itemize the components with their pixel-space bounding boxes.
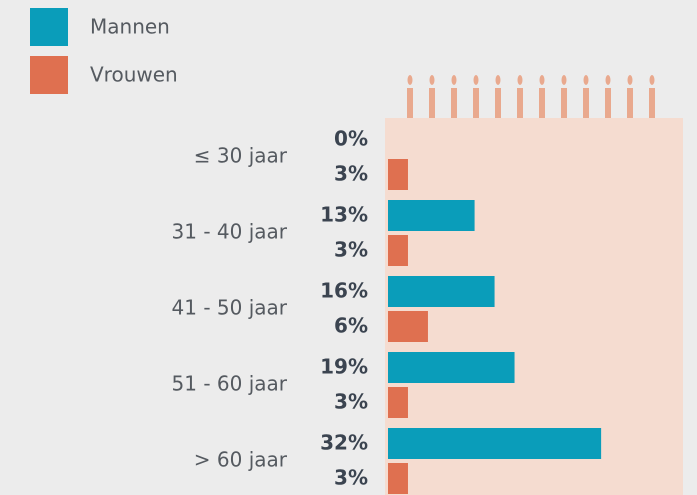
flame — [606, 75, 611, 85]
bar — [388, 159, 408, 190]
candle — [407, 88, 413, 118]
candle — [583, 88, 589, 118]
value-label: 3% — [334, 238, 368, 262]
bar — [388, 200, 475, 231]
flame — [518, 75, 523, 85]
candle — [451, 88, 457, 118]
flame — [452, 75, 457, 85]
bar — [388, 463, 408, 494]
value-label: 19% — [320, 355, 368, 379]
candle — [649, 88, 655, 118]
candle — [429, 88, 435, 118]
chart: Mannen Vrouwen ≤ 30 jaar 0% 3% 31 - 40 jaar 13… — [0, 0, 697, 495]
page: {"chart_data": {"type": "bar", "orientat… — [0, 0, 697, 495]
legend-label: Mannen — [90, 15, 170, 39]
bar — [388, 428, 601, 459]
flame — [562, 75, 567, 85]
value-label: 3% — [334, 466, 368, 490]
category-label: > 60 jaar — [194, 448, 288, 472]
value-label: 16% — [320, 279, 368, 303]
flame — [474, 75, 479, 85]
bar — [388, 387, 408, 418]
bar — [388, 311, 428, 342]
legend-swatch — [30, 8, 68, 46]
candle — [495, 88, 501, 118]
candles — [407, 75, 655, 118]
flame — [628, 75, 633, 85]
value-label: 32% — [320, 431, 368, 455]
category-label: ≤ 30 jaar — [194, 144, 288, 168]
candle — [627, 88, 633, 118]
bar — [388, 352, 515, 383]
legend-label: Vrouwen — [90, 63, 178, 87]
candle — [561, 88, 567, 118]
flame — [540, 75, 545, 85]
flame — [650, 75, 655, 85]
candle — [517, 88, 523, 118]
bar — [388, 235, 408, 266]
category-label: 41 - 50 jaar — [172, 296, 288, 320]
category-label: 51 - 60 jaar — [172, 372, 288, 396]
value-label: 0% — [334, 127, 368, 151]
value-label: 3% — [334, 390, 368, 414]
flame — [496, 75, 501, 85]
value-label: 3% — [334, 162, 368, 186]
flame — [430, 75, 435, 85]
value-label: 13% — [320, 203, 368, 227]
bar — [388, 276, 495, 307]
category-label: 31 - 40 jaar — [172, 220, 288, 244]
candle — [539, 88, 545, 118]
candle — [605, 88, 611, 118]
flame — [584, 75, 589, 85]
legend-swatch — [30, 56, 68, 94]
value-label: 6% — [334, 314, 368, 338]
flame — [408, 75, 413, 85]
candle — [473, 88, 479, 118]
